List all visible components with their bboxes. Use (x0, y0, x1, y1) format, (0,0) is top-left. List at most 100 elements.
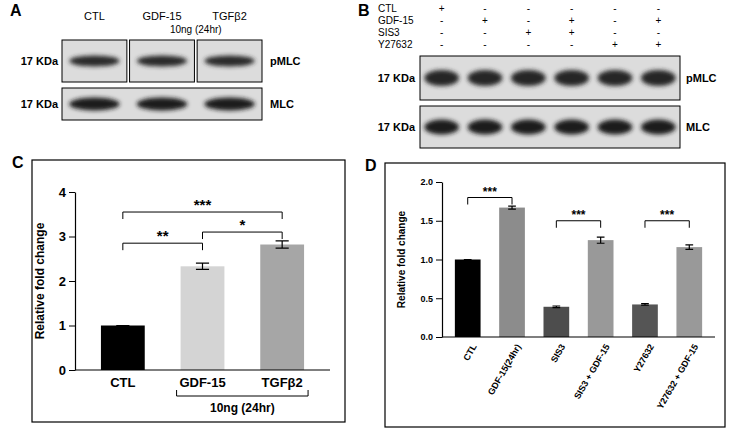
plot-area (455, 206, 702, 337)
x-axis: CTLGDF-15TGFβ2 (75, 370, 330, 390)
panel-label: D (365, 157, 377, 174)
significance-bracket (645, 221, 689, 228)
error-bar (552, 306, 560, 308)
chart-panel: C01234CTLGDF-15TGFβ2Relative fold change… (12, 154, 345, 422)
blot-band (598, 120, 633, 135)
blot-band (137, 98, 188, 111)
tick-label: 2 (59, 274, 66, 289)
row-label: CTL (378, 3, 397, 14)
error-bar (276, 241, 289, 248)
axis-line (75, 369, 330, 370)
sign: - (527, 39, 530, 50)
sign: - (440, 27, 443, 38)
tick-label: 1 (59, 318, 66, 333)
blot-band (641, 120, 676, 135)
error-bar (196, 263, 209, 269)
row-label: GDF-15 (378, 15, 414, 26)
tick-label: 2.0 (420, 177, 433, 187)
tick-label: Y27632 (632, 342, 656, 374)
blot-frame (420, 106, 680, 148)
sign: + (569, 27, 575, 38)
significance-label: *** (571, 208, 585, 222)
sign: - (613, 3, 616, 14)
tick-label: 0.5 (420, 294, 433, 304)
panel-frame (32, 160, 345, 422)
tick-mark (436, 182, 442, 183)
axis-line (442, 183, 443, 338)
tick-mark (69, 370, 75, 371)
tick-label: 3 (59, 229, 66, 244)
significance-bracket (123, 243, 203, 250)
figure: ACTLGDF-15TGFβ210ng (24hr)17 KDapMLC17 K… (0, 0, 730, 432)
band-label: pMLC (270, 55, 301, 67)
y-tick: 1 (59, 318, 75, 333)
y-tick: 0.5 (420, 294, 442, 304)
plot-area (101, 241, 304, 370)
tick-label: CTL (110, 375, 135, 390)
panel-frame (385, 163, 725, 427)
panel-a: ACTLGDF-15TGFβ210ng (24hr)17 KDapMLC17 K… (10, 2, 301, 120)
error-bar (508, 206, 516, 209)
tick-mark (436, 221, 442, 222)
x-tick: CTL (110, 370, 135, 390)
y-axis: 0 1 2 3 4 (59, 185, 76, 378)
figure-svg: ACTLGDF-15TGFβ210ng (24hr)17 KDapMLC17 K… (0, 0, 730, 432)
size-label: 17 KDa (378, 72, 416, 84)
blot-band (554, 70, 589, 86)
significance-bracket (203, 232, 283, 239)
error-bar (464, 259, 472, 260)
sign: - (613, 27, 616, 38)
x-tick: GDF-15(24hr) (486, 337, 523, 397)
blot-band (204, 98, 255, 111)
size-label: 17 KDa (21, 98, 59, 110)
sign: + (569, 15, 575, 26)
blot-band (598, 70, 633, 86)
group-label: 10ng (24hr) (210, 401, 275, 415)
error-bar (641, 304, 649, 306)
tick-label: SIS3 + GDF-15 (572, 342, 612, 401)
blot-frame (62, 88, 262, 120)
sign: - (440, 39, 443, 50)
sign: + (439, 3, 445, 14)
y-tick: 4 (59, 185, 75, 200)
error-bar (116, 325, 129, 326)
y-axis: 0.00.51.01.52.0 (420, 177, 442, 342)
sign: - (527, 3, 530, 14)
y-tick: 2 (59, 274, 75, 289)
band-label: MLC (270, 98, 294, 110)
tick-mark (69, 237, 75, 238)
tick-label: 1.0 (420, 255, 433, 265)
bar (676, 247, 702, 337)
bar (260, 245, 304, 370)
bar (543, 307, 569, 337)
tick-mark (69, 192, 75, 193)
x-tick: Y27632 (632, 337, 656, 374)
column-label: GDF-15 (142, 10, 181, 22)
band-label: MLC (686, 121, 710, 133)
bar (455, 260, 481, 338)
error-bar (685, 245, 693, 250)
column-label: CTL (84, 10, 105, 22)
tick-label: GDF-15 (179, 375, 225, 390)
tick-label: CTL (461, 342, 479, 363)
x-tick: SIS3 + GDF-15 (572, 337, 612, 401)
tick-mark (436, 260, 442, 261)
x-tick: SIS3 (549, 337, 567, 364)
size-label: 17 KDa (21, 55, 59, 67)
x-tick: CTL (461, 337, 479, 363)
axis-line (442, 336, 715, 337)
blot-band (69, 98, 120, 111)
bar (499, 208, 525, 337)
chart-panel: D0.00.51.01.52.0CTLGDF-15(24hr)SIS3SIS3 … (365, 157, 725, 427)
bar (632, 304, 658, 337)
sign: - (483, 3, 486, 14)
blot-frame (62, 40, 127, 82)
tick-label: 4 (59, 185, 67, 200)
bar (101, 326, 145, 371)
tick-label: 0 (59, 363, 66, 378)
tick-label: Y27632 + GDF-15 (655, 342, 700, 410)
y-tick: 1.5 (420, 216, 442, 226)
y-tick: 1.0 (420, 255, 442, 265)
blot-band (511, 70, 546, 86)
blot-band (69, 56, 120, 67)
